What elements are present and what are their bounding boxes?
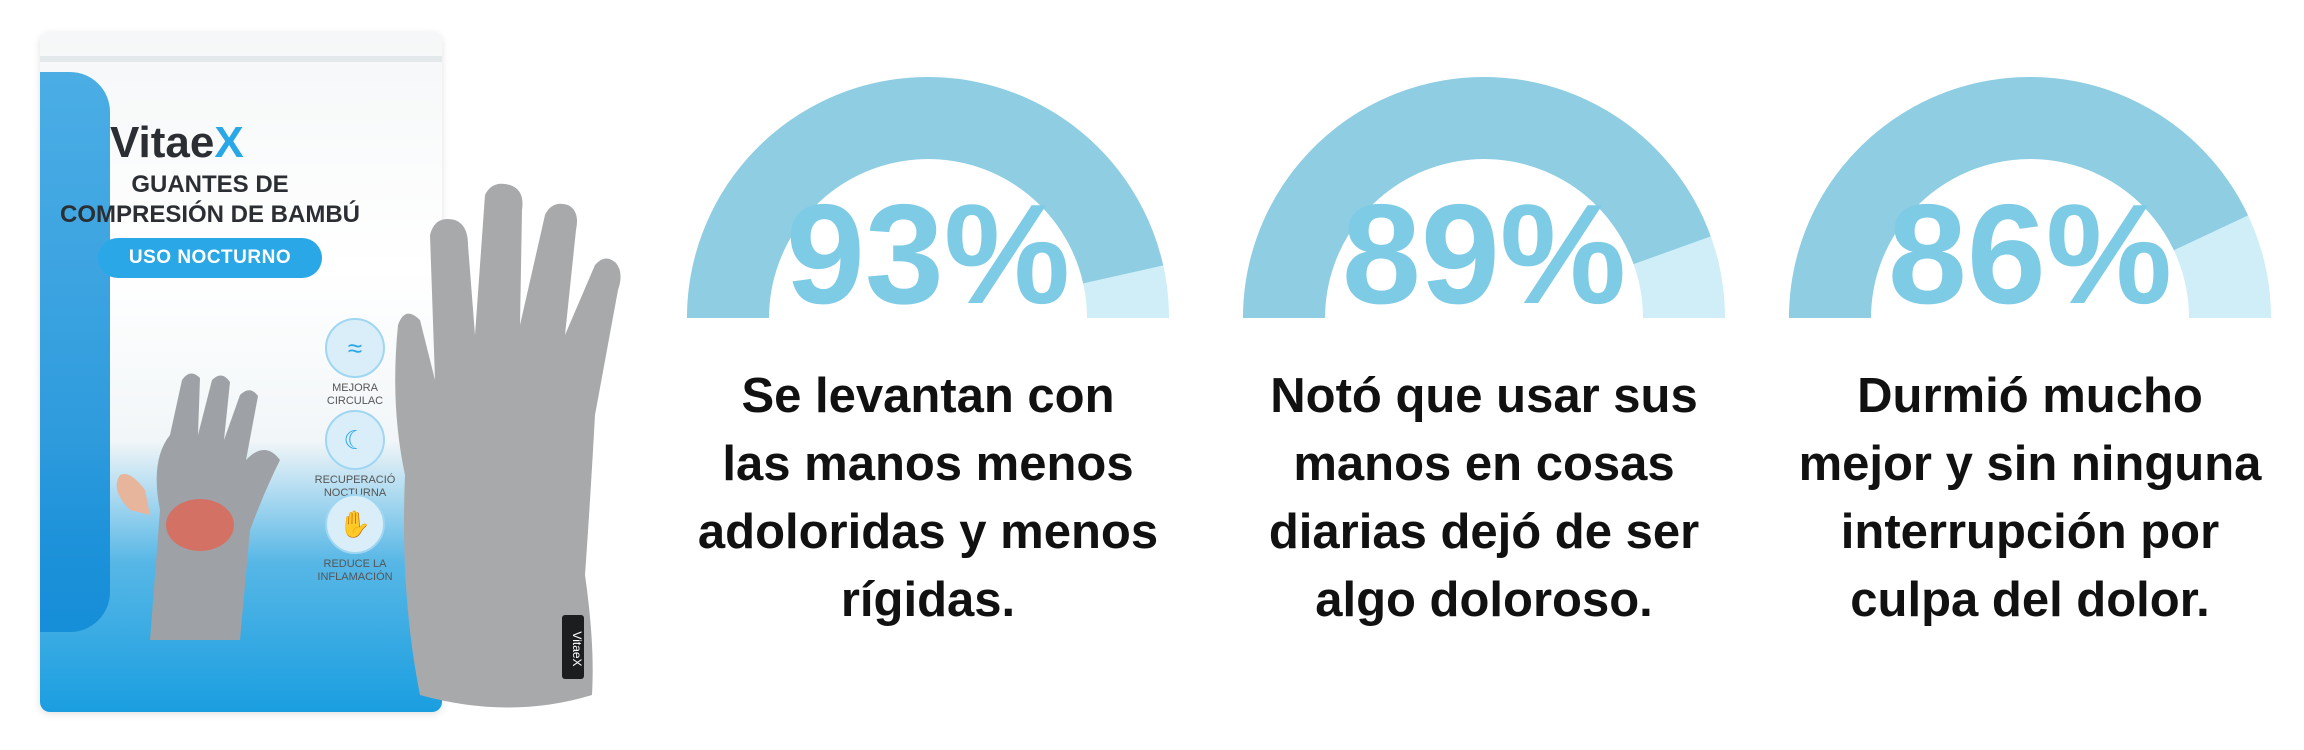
gauge-fill [1243,77,1711,319]
feature-inflammation: ✋ REDUCE LA INFLAMACIÓN [300,494,410,584]
caption-line: interrupción por [1840,505,2220,559]
product-subtitle: GUANTES DE COMPRESIÓN DE BAMBÚ [40,170,380,230]
feature-recovery-line-2: NOCTURNA [323,487,387,499]
caption-line: Notó que usar sus [1270,369,1698,423]
feature-recovery-line-1: RECUPERACIÓ [314,474,396,486]
caption-line: rígidas. [840,573,1016,627]
moon-icon: ☾ [325,410,385,470]
caption-line: mejor y sin ninguna [1798,437,2262,491]
caption-line: manos en cosas [1293,437,1675,491]
stat-card: 86% Durmió mucho mejor y sin ninguna int… [1770,0,2290,750]
stat-percent: 89% [1341,175,1627,334]
product-subtitle-line-2: COMPRESIÓN DE BAMBÚ [59,201,360,228]
usage-badge: USO NOCTURNO [98,238,322,278]
caption-line: algo doloroso. [1315,573,1653,627]
caption-line: Durmió mucho [1857,369,2203,423]
stat-caption: Notó que usar sus manos en cosas diarias… [1224,362,1744,634]
stat-caption: Durmió mucho mejor y sin ninguna interru… [1770,362,2290,634]
caption-line: Se levantan con [741,369,1115,423]
product-image: VitaeX GUANTES DE COMPRESIÓN DE BAMBÚ US… [0,0,660,750]
glove-tag-label: VitaeX [570,631,584,666]
brand-logo: VitaeX [110,118,244,168]
stat-percent: 86% [1887,175,2173,334]
stat-card: 89% Notó que usar sus manos en cosas dia… [1224,0,1744,750]
gloved-hand-photo [116,373,280,640]
hand-icon: ✋ [325,494,385,554]
pouch-zipper [40,56,442,62]
brand-logo-main: Vitae [110,118,215,167]
gauge [1243,77,1725,319]
stat-card: 93% Se levantan con las manos menos adol… [668,0,1188,750]
caption-line: diarias dejó de ser [1268,505,1700,559]
water-splash-graphic [40,72,110,632]
caption-line: culpa del dolor. [1850,573,2210,627]
product-subtitle-line-1: GUANTES DE [131,171,289,198]
stat-caption: Se levantan con las manos menos adolorid… [668,362,1188,634]
brand-logo-x: X [214,118,244,167]
caption-line: las manos menos [722,437,1134,491]
feature-inflammation-line-1: REDUCE LA [323,558,387,570]
caption-line: adoloridas y menos [697,505,1159,559]
waves-icon: ≈ [325,318,385,378]
stat-percent: 93% [785,175,1071,334]
gauge [687,77,1169,319]
feature-recovery: ☾ RECUPERACIÓ NOCTURNA [300,410,410,500]
gauge-fill [687,77,1164,319]
glove-photo: VitaeX [395,183,621,708]
feature-circulation-line-2: CIRCULAC [326,395,384,407]
feature-circulation: ≈ MEJORA CIRCULAC [300,318,410,408]
feature-inflammation-line-2: INFLAMACIÓN [317,571,393,583]
feature-circulation-line-1: MEJORA [332,382,378,394]
gauge-fill [1789,77,2249,319]
gauge [1789,77,2271,319]
